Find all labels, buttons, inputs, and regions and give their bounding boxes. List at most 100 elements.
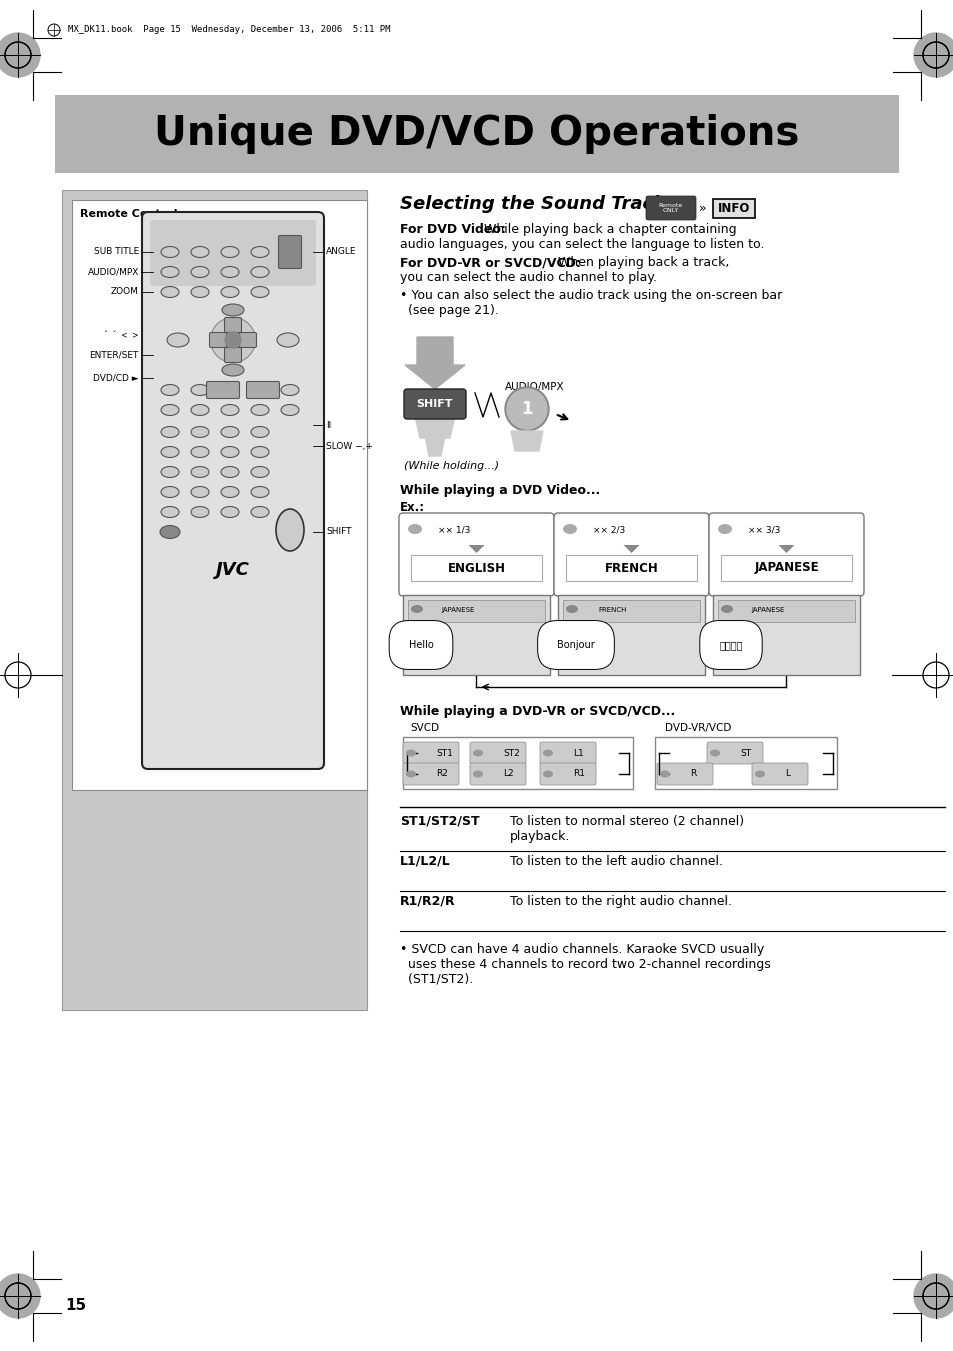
Bar xyxy=(712,199,754,218)
FancyBboxPatch shape xyxy=(708,513,863,596)
FancyBboxPatch shape xyxy=(657,763,712,785)
Ellipse shape xyxy=(251,286,269,297)
Text: Selecting the Sound Track: Selecting the Sound Track xyxy=(399,195,664,213)
Ellipse shape xyxy=(221,486,239,497)
Bar xyxy=(720,555,851,581)
Ellipse shape xyxy=(221,266,239,277)
Ellipse shape xyxy=(161,507,179,517)
Text: ×× 3/3: ×× 3/3 xyxy=(747,526,780,535)
FancyBboxPatch shape xyxy=(239,332,256,347)
FancyBboxPatch shape xyxy=(751,763,807,785)
Ellipse shape xyxy=(191,404,209,416)
Text: Bonjour: Bonjour xyxy=(557,640,595,650)
Ellipse shape xyxy=(161,286,179,297)
Ellipse shape xyxy=(191,385,209,396)
Text: II: II xyxy=(326,420,331,430)
Polygon shape xyxy=(778,544,794,553)
Text: ×× 2/3: ×× 2/3 xyxy=(593,526,624,535)
Bar xyxy=(558,594,704,676)
Ellipse shape xyxy=(191,266,209,277)
Text: When playing back a track,: When playing back a track, xyxy=(558,255,729,269)
Text: ×× 1/3: ×× 1/3 xyxy=(437,526,470,535)
Ellipse shape xyxy=(221,466,239,477)
Ellipse shape xyxy=(411,605,422,613)
Text: R: R xyxy=(689,770,696,778)
Text: audio languages, you can select the language to listen to.: audio languages, you can select the lang… xyxy=(399,238,763,251)
Text: R2: R2 xyxy=(436,770,447,778)
Ellipse shape xyxy=(161,246,179,258)
Circle shape xyxy=(506,389,546,430)
Circle shape xyxy=(0,32,40,77)
FancyBboxPatch shape xyxy=(206,381,239,399)
Bar xyxy=(411,555,541,581)
Text: R1/R2/R: R1/R2/R xyxy=(399,894,456,908)
Bar xyxy=(71,200,367,790)
Ellipse shape xyxy=(221,246,239,258)
Text: (While holding...): (While holding...) xyxy=(403,461,498,471)
Text: 1: 1 xyxy=(520,400,532,417)
Ellipse shape xyxy=(659,770,669,777)
Text: ST2: ST2 xyxy=(502,748,519,758)
Text: ANGLE: ANGLE xyxy=(326,247,356,257)
FancyBboxPatch shape xyxy=(246,381,279,399)
Ellipse shape xyxy=(160,526,180,539)
Ellipse shape xyxy=(161,427,179,438)
Ellipse shape xyxy=(542,770,553,777)
Text: To listen to normal stereo (2 channel)
playback.: To listen to normal stereo (2 channel) p… xyxy=(510,815,743,843)
Text: FRENCH: FRENCH xyxy=(604,562,658,574)
Ellipse shape xyxy=(191,246,209,258)
Text: DVD-VR/VCD: DVD-VR/VCD xyxy=(664,723,731,734)
Ellipse shape xyxy=(222,363,244,376)
Bar xyxy=(562,600,700,621)
FancyBboxPatch shape xyxy=(150,220,315,286)
Text: To listen to the left audio channel.: To listen to the left audio channel. xyxy=(510,855,722,867)
Ellipse shape xyxy=(221,427,239,438)
Text: ENGLISH: ENGLISH xyxy=(447,562,505,574)
FancyBboxPatch shape xyxy=(224,347,241,362)
Circle shape xyxy=(504,386,548,431)
Text: SVCD: SVCD xyxy=(410,723,438,734)
Text: DVD/CD ►: DVD/CD ► xyxy=(93,373,139,382)
Text: MX_DK11.book  Page 15  Wednesday, December 13, 2006  5:11 PM: MX_DK11.book Page 15 Wednesday, December… xyxy=(68,26,390,35)
FancyBboxPatch shape xyxy=(142,212,324,769)
Ellipse shape xyxy=(191,507,209,517)
Text: Ex.:: Ex.: xyxy=(399,501,425,513)
Text: INFO: INFO xyxy=(717,201,749,215)
Text: ENTER/SET: ENTER/SET xyxy=(90,350,139,359)
Ellipse shape xyxy=(161,385,179,396)
Text: »: » xyxy=(699,201,706,215)
FancyBboxPatch shape xyxy=(210,332,226,347)
Ellipse shape xyxy=(167,332,189,347)
FancyBboxPatch shape xyxy=(278,235,301,269)
FancyBboxPatch shape xyxy=(554,513,708,596)
Ellipse shape xyxy=(251,466,269,477)
Bar xyxy=(402,594,550,676)
FancyBboxPatch shape xyxy=(224,317,241,332)
Bar xyxy=(402,738,633,789)
Ellipse shape xyxy=(161,266,179,277)
Ellipse shape xyxy=(251,266,269,277)
Ellipse shape xyxy=(251,507,269,517)
Bar xyxy=(718,600,854,621)
Ellipse shape xyxy=(161,446,179,458)
FancyBboxPatch shape xyxy=(398,513,554,596)
Text: • You can also select the audio track using the on-screen bar
  (see page 21).: • You can also select the audio track us… xyxy=(399,289,781,317)
Ellipse shape xyxy=(565,605,578,613)
Ellipse shape xyxy=(251,385,269,396)
Ellipse shape xyxy=(251,446,269,458)
Text: AUDIO/MPX: AUDIO/MPX xyxy=(88,267,139,277)
Ellipse shape xyxy=(221,385,239,396)
Text: JVC: JVC xyxy=(215,561,250,580)
Text: For DVD-VR or SVCD/VCD:: For DVD-VR or SVCD/VCD: xyxy=(399,255,580,269)
Bar xyxy=(655,738,836,789)
FancyBboxPatch shape xyxy=(539,763,596,785)
Ellipse shape xyxy=(161,486,179,497)
Text: While playing a DVD-VR or SVCD/VCD...: While playing a DVD-VR or SVCD/VCD... xyxy=(399,705,675,717)
Ellipse shape xyxy=(275,509,304,551)
Ellipse shape xyxy=(221,507,239,517)
Text: JAPANESE: JAPANESE xyxy=(441,607,475,613)
Text: you can select the audio channel to play.: you can select the audio channel to play… xyxy=(399,272,657,284)
Polygon shape xyxy=(415,416,455,438)
Ellipse shape xyxy=(406,750,416,757)
Bar xyxy=(408,600,544,621)
